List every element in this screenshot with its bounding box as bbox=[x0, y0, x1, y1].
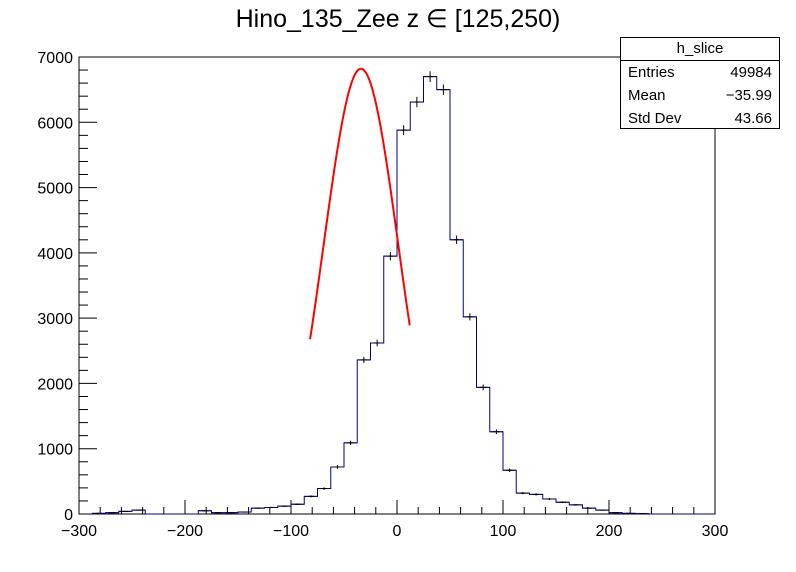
x-tick-label: −100 bbox=[273, 523, 309, 540]
y-tick-label: 3000 bbox=[37, 311, 73, 328]
x-tick-label: 100 bbox=[490, 523, 517, 540]
fit-curve bbox=[309, 67, 411, 340]
stats-row-mean: Mean −35.99 bbox=[621, 84, 779, 107]
x-tick-label: 0 bbox=[393, 523, 402, 540]
histogram-outline bbox=[79, 76, 715, 515]
y-tick-label: 1000 bbox=[37, 442, 73, 459]
y-tick-label: 4000 bbox=[37, 246, 73, 263]
mean-value: −35.99 bbox=[725, 87, 772, 104]
stats-box: h_slice Entries 49984 Mean −35.99 Std De… bbox=[620, 37, 780, 129]
histogram-series bbox=[79, 76, 715, 515]
x-tick-label: 300 bbox=[702, 523, 729, 540]
entries-value: 49984 bbox=[730, 64, 772, 81]
mean-label: Mean bbox=[628, 87, 666, 104]
gaussian-fit bbox=[309, 67, 411, 340]
y-tick-label: 0 bbox=[64, 507, 73, 524]
y-tick-label: 5000 bbox=[37, 181, 73, 198]
error-bars bbox=[95, 71, 646, 515]
stats-box-name: h_slice bbox=[621, 38, 779, 61]
axes: −300 −200 −100 0 100 200 300010002000300040005… bbox=[37, 50, 728, 540]
chart-title: Hino_135_Zee z ∈ [125,250) bbox=[235, 5, 561, 33]
stats-row-entries: Entries 49984 bbox=[621, 61, 779, 84]
entries-label: Entries bbox=[628, 64, 675, 81]
x-tick-label: −300 bbox=[61, 523, 97, 540]
stats-row-stddev: Std Dev 43.66 bbox=[621, 107, 779, 130]
y-tick-label: 2000 bbox=[37, 376, 73, 393]
y-tick-label: 7000 bbox=[37, 50, 73, 67]
x-tick-label: 200 bbox=[596, 523, 623, 540]
stddev-value: 43.66 bbox=[734, 110, 772, 127]
x-tick-label: −200 bbox=[167, 523, 203, 540]
y-tick-label: 6000 bbox=[37, 115, 73, 132]
stddev-label: Std Dev bbox=[628, 110, 682, 127]
